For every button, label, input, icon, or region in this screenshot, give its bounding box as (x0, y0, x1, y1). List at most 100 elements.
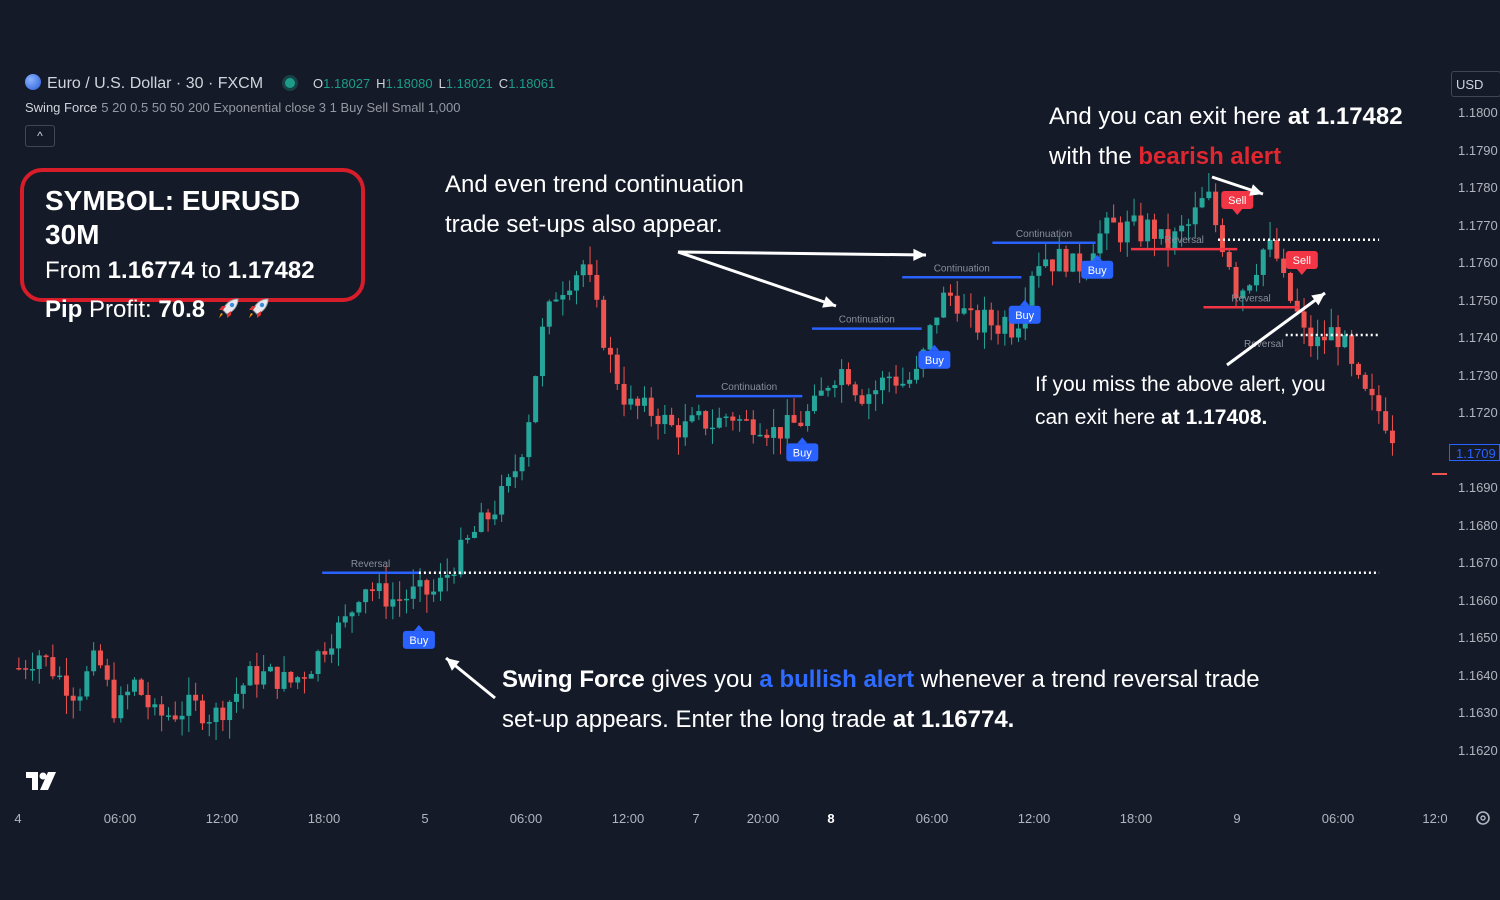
tradingview-logo-icon[interactable] (26, 770, 62, 792)
symbol-title[interactable]: Euro / U.S. Dollar · 30 · FXCM (47, 75, 264, 92)
candle-body (1267, 239, 1273, 250)
price-tick-label: 1.1740 (1458, 330, 1498, 345)
candle-body (1015, 328, 1021, 338)
annotation-text: whenever a trend reversal trade (914, 666, 1260, 693)
candle-body (791, 415, 797, 423)
candle-body (730, 416, 736, 421)
candle-body (1131, 215, 1137, 222)
buy-signal-pointer (1092, 254, 1103, 261)
candle-body (1301, 311, 1307, 328)
candle-body (635, 398, 641, 406)
exit-high-annotation: And you can exit here at 1.17482 with th… (1049, 97, 1403, 177)
candle-body (1213, 191, 1219, 226)
candle-body (410, 586, 416, 599)
annotation-text: gives you (644, 666, 760, 693)
candle-body (1077, 253, 1083, 272)
bearish-alert-text: bearish alert (1138, 143, 1282, 170)
time-tick-label: 4 (14, 811, 22, 826)
level-label: Continuation (934, 263, 990, 274)
candle-body (274, 666, 280, 689)
candle-body (335, 622, 341, 649)
candle-body (1308, 327, 1314, 347)
time-tick-label: 18:00 (307, 811, 341, 826)
level-label: Reversal (351, 559, 390, 570)
symbol-summary-box: SYMBOL: EURUSD 30M From 1.16774 to 1.174… (20, 168, 365, 323)
candle-body (118, 695, 124, 719)
gear-icon[interactable] (1474, 809, 1492, 827)
sell-signal-label: Sell (1228, 195, 1246, 207)
candle-body (281, 671, 287, 689)
candle-body (1383, 411, 1389, 431)
price-tick-label: 1.1800 (1458, 105, 1498, 120)
annotation-line: trade set-ups also appear. (445, 211, 723, 238)
ohlc-value: 1.18061 (508, 76, 556, 91)
candle-body (227, 701, 233, 721)
buy-signal-label: Buy (793, 447, 812, 459)
candle-body (934, 317, 940, 326)
currency-selector[interactable]: USD (1451, 71, 1500, 97)
indicator-legend[interactable]: Swing Force 5 20 0.5 50 50 200 Exponentia… (25, 100, 460, 115)
candle-body (811, 395, 817, 412)
to-value: 1.17482 (227, 257, 315, 284)
price-tick-label: 1.1730 (1458, 367, 1498, 383)
candle-body (1009, 316, 1015, 338)
annotation-bold: at 1.17482 (1287, 103, 1403, 130)
candle-body (852, 384, 858, 396)
candle-body (696, 411, 702, 416)
candle-body (662, 414, 668, 425)
ohlc-value: 1.18080 (385, 76, 433, 91)
collapse-legend-button[interactable]: ^ (25, 125, 55, 147)
candle-body (1369, 388, 1375, 396)
candle-body (526, 422, 532, 458)
time-tick-label: 8 (827, 811, 835, 826)
price-tick-label: 1.1790 (1458, 142, 1498, 158)
sell-signal-badge (1285, 251, 1318, 269)
annotation-arrowhead (822, 296, 836, 308)
continuation-annotation: And even trend continuation trade set-up… (445, 165, 744, 245)
annotation-text: with the (1049, 143, 1139, 170)
buy-signal-badge (402, 630, 435, 649)
price-tick-label: 1.1640 (1458, 667, 1498, 683)
candle-body (91, 650, 97, 672)
to-label: to (201, 257, 222, 284)
rocket-icon (218, 298, 239, 318)
current-price-label: 1.1709 (1449, 444, 1500, 461)
profit-label: Profit: (89, 296, 152, 323)
annotation-line: And even trend continuation (445, 171, 744, 198)
ohlc-key: L (438, 76, 446, 91)
candle-body (839, 369, 845, 386)
candle-body (444, 574, 450, 578)
candle-body (1117, 222, 1123, 243)
candle-body (131, 679, 137, 692)
candle-body (179, 715, 185, 720)
pip-profit-line: Pip Profit: 70.8 (45, 290, 361, 330)
candle-body (968, 308, 974, 311)
time-tick-label: 06:00 (103, 811, 137, 826)
candle-body (451, 574, 457, 576)
price-tick-label: 1.1630 (1458, 705, 1498, 720)
candle-body (1179, 225, 1185, 232)
price-tick-label: 1.1780 (1458, 180, 1498, 195)
candle-body (689, 415, 695, 422)
candle-body (825, 387, 831, 391)
candle-body (655, 415, 661, 425)
time-tick-label: 12:00 (1017, 811, 1051, 826)
candle-body (886, 376, 892, 379)
candle-body (369, 589, 375, 592)
candle-body (1274, 239, 1280, 259)
market-status-icon (285, 78, 296, 88)
candle-body (879, 377, 885, 391)
annotation-arrowhead (1249, 184, 1263, 196)
candle-body (1335, 327, 1341, 348)
indicator-name: Swing Force (25, 100, 98, 115)
candle-body (1185, 224, 1191, 226)
candle-body (641, 397, 647, 406)
candle-body (505, 477, 511, 487)
candle-body (363, 589, 369, 603)
candle-body (376, 583, 382, 592)
candle-body (29, 669, 35, 671)
candle-body (784, 415, 790, 439)
candle-body (220, 707, 226, 721)
candle-body (1036, 266, 1042, 276)
